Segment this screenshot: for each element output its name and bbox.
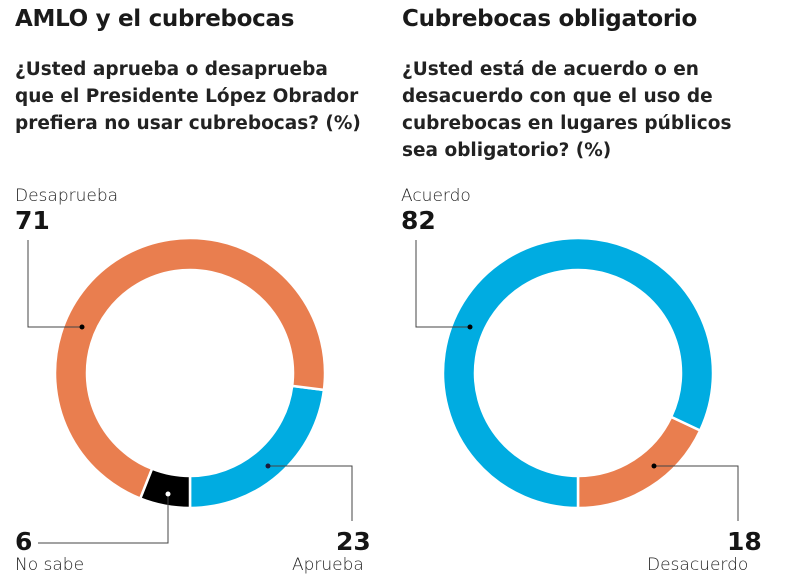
leader-aprueba <box>268 465 353 521</box>
left-slice-no-sabe <box>138 467 192 510</box>
left-question-line: prefiera no usar cubrebocas? (%) <box>15 113 361 134</box>
leader-lines <box>27 240 739 544</box>
leader-acuerdo <box>415 240 470 328</box>
right-question-line: desacuerdo con que el uso de <box>402 86 713 107</box>
dot-no-sabe <box>165 491 171 497</box>
right-question-line: ¿Usted está de acuerdo o en <box>402 59 699 80</box>
value-aprueba: 23 <box>336 527 371 556</box>
left-question-line: que el Presidente López Obrador <box>15 86 359 107</box>
leader-no-sabe <box>38 494 169 544</box>
dot-aprueba <box>265 463 271 469</box>
dot-desaprueba <box>79 324 85 330</box>
dot-acuerdo <box>467 324 473 330</box>
left-slice-desaprueba <box>53 236 327 501</box>
label-acuerdo: Acuerdo <box>401 186 471 206</box>
left-question-line: ¿Usted aprueba o desaprueba <box>15 59 328 80</box>
leader-desaprueba <box>27 240 82 328</box>
right-question-line: sea obligatorio? (%) <box>402 140 612 161</box>
value-desacuerdo: 18 <box>727 527 762 556</box>
donut-left <box>53 236 327 510</box>
right-chart-title: Cubrebocas obligatorio <box>402 6 698 32</box>
right-question-line: cubrebocas en lugares públicos <box>402 113 732 134</box>
label-aprueba: Aprueba <box>292 555 364 575</box>
left-slice-aprueba <box>188 384 326 510</box>
right-slice-acuerdo <box>441 236 715 510</box>
value-no-sabe: 6 <box>15 527 33 556</box>
label-desacuerdo: Desacuerdo <box>647 555 749 575</box>
leader-desacuerdo <box>654 465 739 521</box>
left-chart-question: ¿Usted aprueba o desaprueba que el Presi… <box>15 56 361 137</box>
value-acuerdo: 82 <box>401 206 436 235</box>
label-desaprueba: Desaprueba <box>15 186 119 206</box>
left-chart-title: AMLO y el cubrebocas <box>15 6 295 32</box>
dot-desacuerdo <box>651 463 657 469</box>
right-slice-desacuerdo <box>576 415 702 510</box>
value-desaprueba: 71 <box>15 206 50 235</box>
right-chart-question: ¿Usted está de acuerdo o en desacuerdo c… <box>402 56 731 164</box>
label-no-sabe: No sabe <box>15 555 85 575</box>
donut-right <box>441 236 715 510</box>
